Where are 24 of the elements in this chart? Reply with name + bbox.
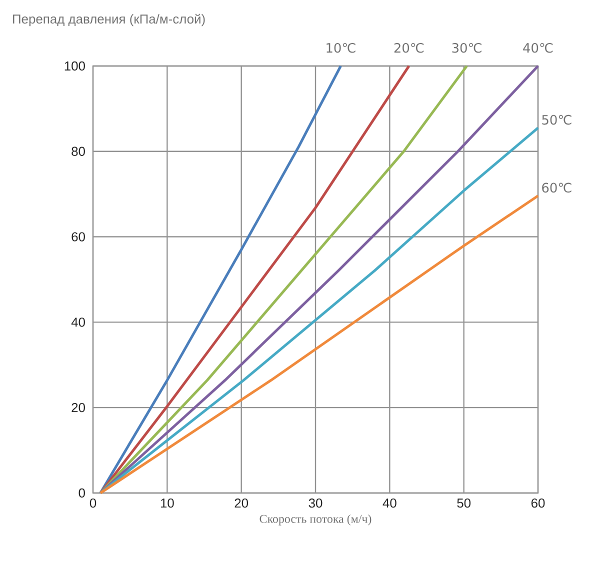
y-axis-title: Перепад давления (кПа/м-слой) (13, 14, 205, 26)
y-tick-label: 40 (71, 318, 85, 327)
y-tick-label: 0 (78, 488, 85, 498)
x-tick-label: 0 (90, 498, 96, 508)
x-tick-label: 10 (160, 498, 174, 508)
series-label: 50℃ (542, 114, 572, 125)
y-tick-label: 80 (72, 146, 85, 156)
series-label: 30℃ (452, 42, 482, 53)
x-tick-label: 40 (382, 498, 396, 508)
series-label: 20℃ (394, 42, 424, 53)
line-series (99, 64, 410, 494)
y-tick-label: 100 (64, 61, 85, 71)
series-label: 40℃ (523, 42, 553, 53)
x-tick-label: 60 (531, 498, 545, 508)
line-series (99, 194, 540, 494)
x-tick-label: 30 (308, 498, 322, 508)
series-label: 10℃ (326, 42, 356, 53)
x-tick-label: 20 (234, 498, 248, 508)
x-axis-title: Скорость потока (м/ч) (260, 514, 372, 526)
y-tick-label: 20 (72, 402, 85, 412)
line-series (99, 64, 468, 494)
x-tick-label: 50 (457, 498, 471, 508)
series-label: 60℃ (542, 182, 572, 193)
y-tick-label: 60 (72, 232, 85, 242)
